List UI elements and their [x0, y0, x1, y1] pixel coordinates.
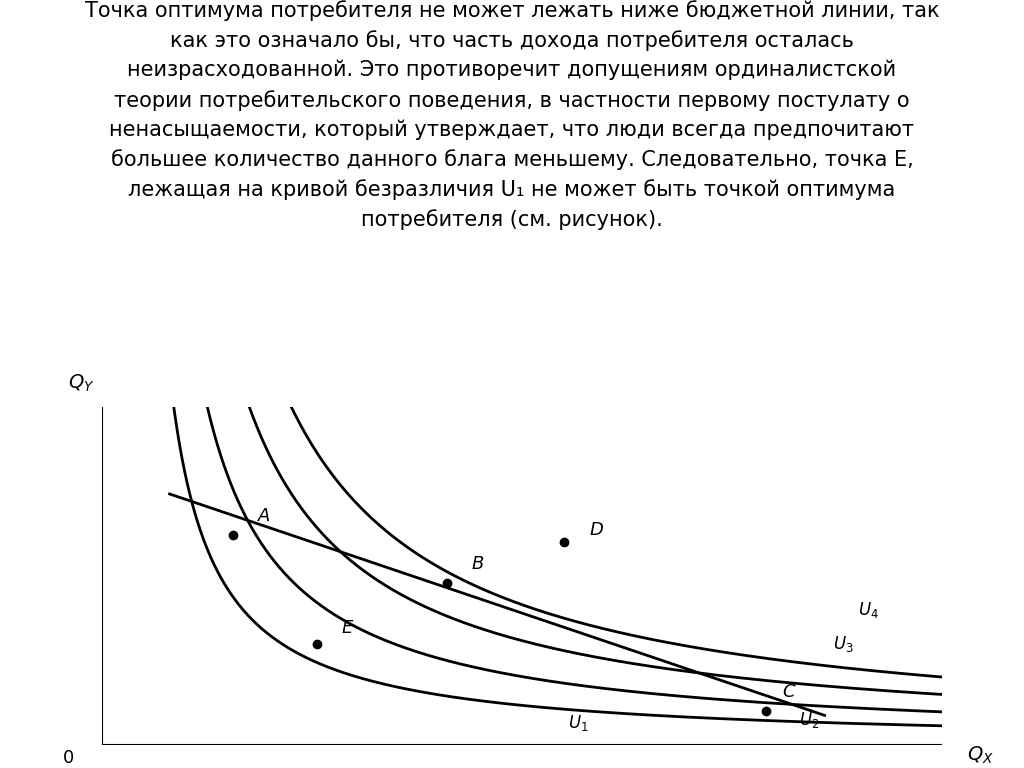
Text: $U_1$: $U_1$: [568, 713, 589, 733]
Text: $U_4$: $U_4$: [858, 600, 879, 620]
Text: $Q_Y$: $Q_Y$: [69, 372, 94, 393]
Text: A: A: [258, 508, 270, 525]
Text: $Q_X$: $Q_X$: [968, 744, 994, 766]
Text: C: C: [782, 683, 796, 701]
Text: 0: 0: [63, 750, 75, 767]
Text: Точка оптимума потребителя не может лежать ниже бюджетной линии, так
как это озн: Точка оптимума потребителя не может лежа…: [85, 0, 939, 230]
Text: E: E: [342, 619, 353, 637]
Text: $U_3$: $U_3$: [833, 634, 854, 654]
Text: B: B: [472, 554, 484, 573]
Text: $U_2$: $U_2$: [800, 710, 820, 730]
Text: D: D: [590, 521, 603, 539]
